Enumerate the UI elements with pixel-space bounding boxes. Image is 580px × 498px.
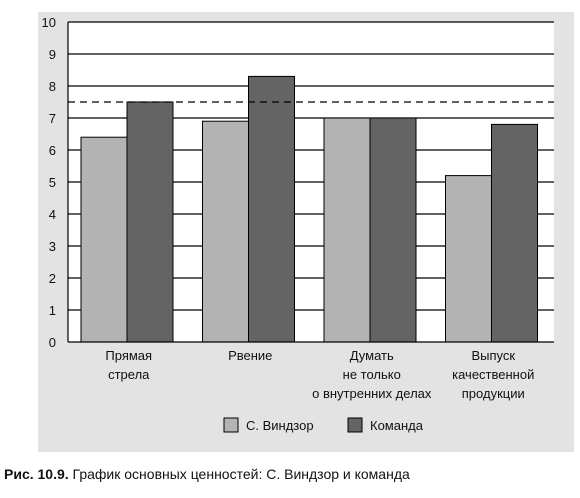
y-tick-label: 5: [49, 175, 56, 190]
x-category-label: Выпуск качественной продукции: [452, 348, 534, 401]
bar-series2: [491, 123, 538, 343]
y-tick-label: 8: [49, 79, 56, 94]
x-category-label-line: Прямая: [105, 348, 152, 363]
x-category-label: Думать не только о внутренних делах: [312, 348, 432, 401]
legend-swatch: [223, 417, 239, 433]
x-category-label-line: качественной: [452, 367, 534, 382]
bar-series1: [323, 117, 371, 343]
figure-caption-text: График основных ценностей: С. Виндзор и …: [72, 466, 410, 482]
x-category-label-line: о внутренних делах: [312, 386, 432, 401]
bar-series2: [126, 101, 174, 343]
bar-chart: 0 1 2 3 4 5 6 7 8 9 10 Прямая стрела Рвение Думать не …: [42, 15, 554, 433]
y-tick-label: 1: [49, 303, 56, 318]
x-category-label-line: Думать: [350, 348, 394, 363]
bar-series1: [202, 120, 249, 343]
bar-series1: [445, 175, 492, 343]
legend-label: Команда: [370, 418, 424, 433]
figure-caption: Рис. 10.9. График основных ценностей: С.…: [4, 466, 576, 482]
legend-label: С. Виндзор: [246, 418, 314, 433]
bar-series2: [248, 75, 295, 343]
figure-number: Рис. 10.9.: [4, 466, 69, 482]
bar-series2: [369, 117, 417, 343]
x-category-label-line: Рвение: [228, 348, 272, 363]
x-category-label-line: не только: [343, 367, 401, 382]
x-category-label-line: Выпуск: [471, 348, 515, 363]
x-category-label: Прямая стрела: [105, 348, 152, 382]
y-tick-label: 9: [49, 47, 56, 62]
y-tick-label: 6: [49, 143, 56, 158]
y-tick-label: 3: [49, 239, 56, 254]
legend-swatch: [347, 417, 363, 433]
y-tick-label: 0: [49, 335, 56, 350]
y-tick-label: 4: [49, 207, 56, 222]
bar-series1: [80, 136, 128, 343]
x-category-label: Рвение: [228, 348, 272, 363]
x-category-label-line: стрела: [108, 367, 150, 382]
y-tick-label: 10: [42, 15, 56, 30]
x-category-label-line: продукции: [462, 386, 525, 401]
y-tick-label: 2: [49, 271, 56, 286]
y-tick-label: 7: [49, 111, 56, 126]
